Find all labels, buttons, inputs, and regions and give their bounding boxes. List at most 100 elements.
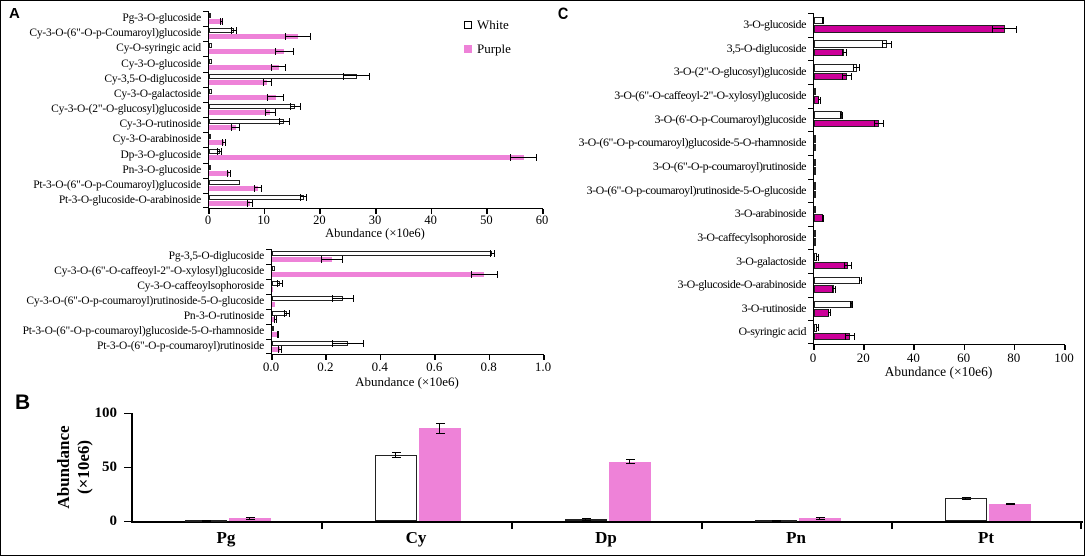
error-bar bbox=[827, 309, 831, 317]
bar-white bbox=[272, 311, 287, 316]
legend-item-purple: Purple bbox=[464, 42, 511, 55]
x-axis-tick-label: 0.4 bbox=[371, 359, 388, 374]
bar-purple bbox=[272, 317, 276, 322]
error-bar bbox=[841, 49, 847, 57]
error-bar bbox=[320, 256, 343, 263]
bar-purple bbox=[272, 332, 278, 337]
category-axis-tick bbox=[266, 294, 271, 295]
category-label: Cy-3-O-(6"-O-p-Coumaroyl)glucoside bbox=[29, 27, 201, 40]
white-swatch-icon bbox=[464, 20, 472, 29]
x-axis-tick-label: 20 bbox=[313, 213, 326, 227]
bar-white bbox=[209, 179, 241, 185]
bar-white bbox=[209, 104, 296, 109]
plot-area bbox=[266, 249, 544, 355]
bar-purple bbox=[989, 503, 1031, 521]
bar-white bbox=[375, 455, 417, 521]
error-bar bbox=[264, 109, 276, 116]
category-label: 3-O-(6"-O-p-coumaroyl)glucoside-5-O-rham… bbox=[578, 135, 807, 150]
error-bar bbox=[231, 27, 237, 35]
error-bar bbox=[245, 517, 255, 520]
x-axis-tick-label: 50 bbox=[480, 213, 493, 227]
x-axis-tick-label: 0.8 bbox=[480, 359, 497, 374]
category-axis-tick bbox=[808, 296, 813, 298]
bar-white bbox=[814, 135, 816, 143]
category-label: Pt-3-O-(6"-O-p-coumaroyl)glucoside-5-O-r… bbox=[22, 325, 265, 338]
x-axis-tick-label: 30 bbox=[368, 213, 382, 227]
panel-c-label: C bbox=[557, 4, 569, 23]
error-bar bbox=[859, 277, 862, 285]
error-bar bbox=[201, 519, 211, 523]
category-label: 3-O-(2"-O-glucosyl)glucoside bbox=[673, 64, 807, 79]
category-label: Pt bbox=[977, 528, 995, 547]
error-bar bbox=[625, 458, 635, 465]
x-axis-tick-label: 0.0 bbox=[262, 359, 280, 374]
x-axis-tick bbox=[375, 209, 377, 214]
error-bar bbox=[840, 111, 843, 119]
category-axis-tick bbox=[808, 13, 813, 14]
error-bar bbox=[278, 118, 290, 126]
error-bar bbox=[227, 169, 231, 177]
category-axis-tick bbox=[266, 353, 271, 354]
bar-purple bbox=[814, 285, 835, 293]
category-axis-tick bbox=[203, 177, 208, 179]
bar-white bbox=[209, 194, 304, 200]
error-bar bbox=[841, 72, 852, 80]
error-bar bbox=[832, 285, 837, 293]
error-bar bbox=[821, 17, 825, 25]
category-label: Cy-3-O-rutinoside bbox=[119, 118, 201, 131]
x-axis-tick-label: 60 bbox=[957, 350, 971, 365]
bar-white bbox=[272, 326, 274, 331]
category-axis-tick bbox=[203, 56, 208, 58]
bar-white bbox=[945, 498, 987, 521]
category-axis-tick bbox=[808, 225, 813, 227]
error-bar bbox=[845, 332, 856, 340]
bar-purple bbox=[814, 332, 851, 341]
x-axis-tick bbox=[543, 355, 545, 360]
x-axis-tick bbox=[319, 209, 321, 214]
category-axis-tick bbox=[266, 249, 271, 250]
plot-area bbox=[203, 11, 543, 209]
error-bar bbox=[818, 96, 821, 104]
x-axis-tick-label: 40 bbox=[906, 350, 920, 365]
category-axis-tick bbox=[266, 339, 271, 340]
bar-white bbox=[814, 205, 816, 214]
x-axis-tick-label: 100 bbox=[1054, 350, 1074, 365]
category-label: Cy-3-O-caffeoylsophoroside bbox=[137, 280, 264, 293]
x-axis-tick bbox=[263, 209, 266, 214]
category-label: Pt-3-O-(6"-O-p-Coumaroyl)glucoside bbox=[33, 178, 201, 191]
error-bar bbox=[277, 280, 283, 287]
error-bar bbox=[815, 517, 825, 520]
category-axis-tick bbox=[808, 343, 813, 344]
bar-white bbox=[272, 251, 493, 256]
bar-white bbox=[209, 43, 213, 49]
category-axis-tick bbox=[203, 117, 208, 119]
x-axis-tick bbox=[430, 209, 433, 214]
bar-white bbox=[814, 40, 887, 48]
y-axis-tick bbox=[124, 521, 131, 522]
section-axis-tick bbox=[701, 523, 703, 529]
error-bar bbox=[992, 25, 1018, 33]
category-axis-tick bbox=[808, 273, 813, 275]
panel-a-label: A bbox=[9, 5, 20, 22]
error-bar bbox=[300, 193, 307, 201]
bar-white bbox=[272, 341, 349, 346]
bar-purple bbox=[814, 261, 848, 270]
bar-purple bbox=[209, 185, 258, 191]
error-bar bbox=[247, 199, 253, 207]
bar-purple bbox=[209, 94, 276, 100]
bar-white bbox=[209, 88, 213, 94]
bar-white bbox=[814, 64, 857, 72]
category-label: 3-O-(6"-O-caffeoyl-2"-O-xylosyl)glucosid… bbox=[614, 88, 806, 103]
x-axis-tick-label: 40 bbox=[424, 213, 437, 227]
category-axis-tick bbox=[808, 60, 813, 62]
bar-white bbox=[814, 87, 816, 96]
error-bar bbox=[509, 154, 538, 162]
bar-white bbox=[814, 229, 816, 238]
category-axis-tick bbox=[808, 83, 813, 85]
error-bar bbox=[276, 331, 280, 338]
category-axis-tick bbox=[203, 132, 208, 134]
category-axis-tick bbox=[203, 162, 208, 164]
bar-purple bbox=[209, 79, 268, 85]
category-axis-tick bbox=[808, 131, 813, 133]
bar-purple bbox=[272, 257, 332, 262]
